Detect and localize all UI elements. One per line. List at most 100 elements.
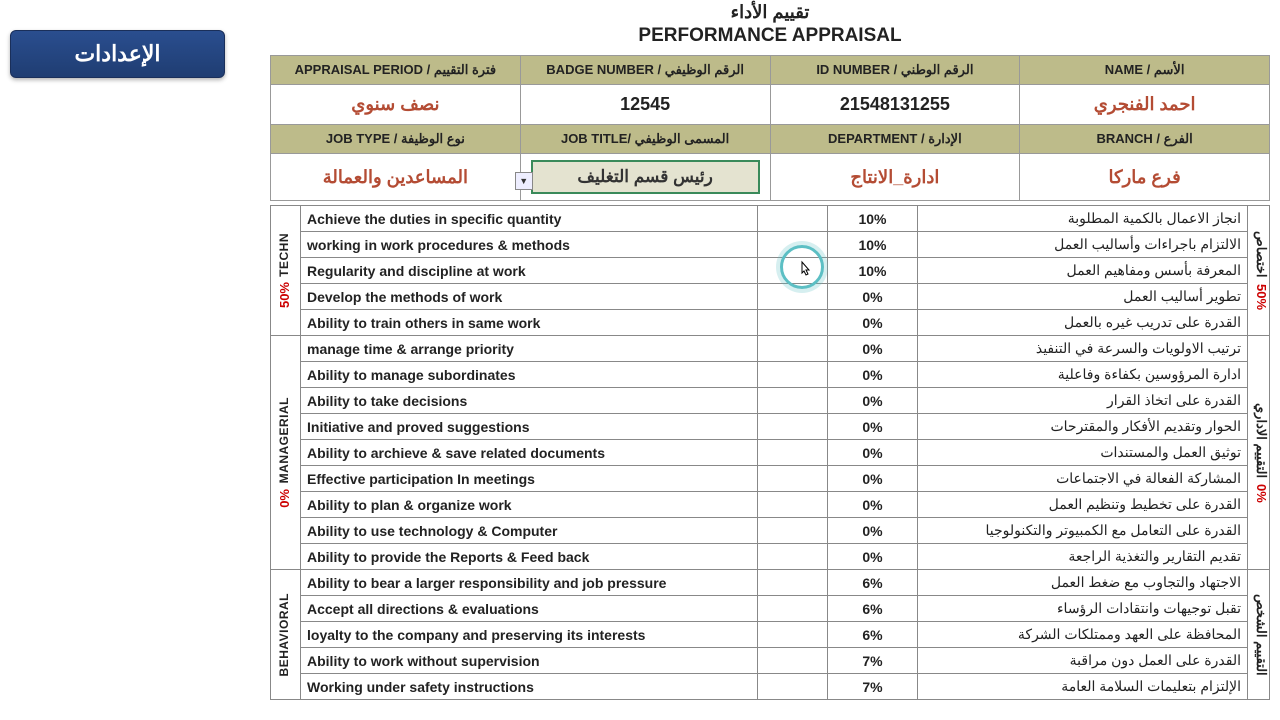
table-row: MANAGERIAL0%manage time & arrange priori… [271, 336, 1270, 362]
score-cell[interactable] [758, 466, 828, 492]
weight-cell: 10% [828, 258, 918, 284]
weight-cell: 0% [828, 284, 918, 310]
table-row: Ability to work without supervision7%الق… [271, 648, 1270, 674]
table-row: Effective participation In meetings 0%الم… [271, 466, 1270, 492]
name-value[interactable]: احمد الفنجري [1020, 85, 1270, 125]
score-cell[interactable] [758, 232, 828, 258]
criteria-en: Ability to use technology & Computer [301, 518, 758, 544]
weight-cell: 6% [828, 622, 918, 648]
criteria-en: Ability to take decisions [301, 388, 758, 414]
score-cell[interactable] [758, 206, 828, 232]
score-cell[interactable] [758, 596, 828, 622]
criteria-en: Achieve the duties in specific quantity [301, 206, 758, 232]
weight-cell: 0% [828, 362, 918, 388]
category-ar: التقييم الاداري0% [1248, 336, 1270, 570]
criteria-en: Initiative and proved suggestions [301, 414, 758, 440]
branch-label: BRANCH / الفرع [1020, 125, 1270, 154]
score-cell[interactable] [758, 258, 828, 284]
main-panel: تقييم الأداء PERFORMANCE APPRAISAL APPRA… [270, 0, 1270, 720]
table-row: Ability to provide the Reports & Feed ba… [271, 544, 1270, 570]
table-row: TECHN50%Achieve the duties in specific q… [271, 206, 1270, 232]
criteria-ar: تقديم التقارير والتغذية الراجعة [918, 544, 1248, 570]
criteria-ar: تقبل توجيهات وانتقادات الرؤساء [918, 596, 1248, 622]
criteria-en: Accept all directions & evaluations [301, 596, 758, 622]
criteria-ar: ادارة المرؤوسين بكفاءة وفاعلية [918, 362, 1248, 388]
score-cell[interactable] [758, 674, 828, 700]
table-row: Ability to manage subordinates 0%ادارة ال… [271, 362, 1270, 388]
appraisal-period-value[interactable]: نصف سنوي [271, 85, 521, 125]
name-label: NAME / الأسم [1020, 56, 1270, 85]
appraisal-period-label: APPRAISAL PERIOD / فترة التقييم [271, 56, 521, 85]
table-row: Regularity and discipline at work 10%المع… [271, 258, 1270, 284]
criteria-ar: المعرفة بأسس ومفاهيم العمل [918, 258, 1248, 284]
score-cell[interactable] [758, 414, 828, 440]
weight-cell: 0% [828, 466, 918, 492]
badge-value[interactable]: 12545 [520, 85, 770, 125]
jobtitle-label: JOB TITLE/ المسمى الوظيفي [520, 125, 770, 154]
criteria-ar: الحوار وتقديم الأفكار والمقترحات [918, 414, 1248, 440]
id-value[interactable]: 21548131255 [770, 85, 1020, 125]
weight-cell: 0% [828, 440, 918, 466]
weight-cell: 0% [828, 310, 918, 336]
criteria-en: loyalty to the company and preserving it… [301, 622, 758, 648]
score-cell[interactable] [758, 622, 828, 648]
header-table-1: APPRAISAL PERIOD / فترة التقييم BADGE NU… [270, 55, 1270, 201]
dept-label: DEPARTMENT / الإدارة [770, 125, 1020, 154]
criteria-ar: المحافظة على العهد وممتلكات الشركة [918, 622, 1248, 648]
score-cell[interactable] [758, 388, 828, 414]
criteria-en: Ability to train others in same work [301, 310, 758, 336]
weight-cell: 7% [828, 674, 918, 700]
weight-cell: 0% [828, 414, 918, 440]
chevron-down-icon[interactable]: ▼ [515, 172, 533, 190]
criteria-en: Ability to manage subordinates [301, 362, 758, 388]
table-row: Develop the methods of work 0%تطوير أسالي… [271, 284, 1270, 310]
table-row: Ability to plan & organize work0%القدرة … [271, 492, 1270, 518]
table-row: Initiative and proved suggestions 0%الحوا… [271, 414, 1270, 440]
category-ar: التقييم الشخص [1248, 570, 1270, 700]
settings-label: الإعدادات [74, 41, 160, 67]
dept-value[interactable]: ادارة_الانتاج [770, 154, 1020, 201]
criteria-en: Develop the methods of work [301, 284, 758, 310]
score-cell[interactable] [758, 544, 828, 570]
table-row: loyalty to the company and preserving it… [271, 622, 1270, 648]
criteria-ar: انجاز الاعمال بالكمية المطلوبة [918, 206, 1248, 232]
score-cell[interactable] [758, 518, 828, 544]
criteria-ar: القدرة على اتخاذ القرار [918, 388, 1248, 414]
score-cell[interactable] [758, 492, 828, 518]
score-cell[interactable] [758, 648, 828, 674]
category-ar: اختصاص50% [1248, 206, 1270, 336]
table-row: BEHAVIORALAbility to bear a larger respo… [271, 570, 1270, 596]
criteria-en: Ability to bear a larger responsibility … [301, 570, 758, 596]
branch-value[interactable]: فرع ماركا [1020, 154, 1270, 201]
score-cell[interactable] [758, 336, 828, 362]
table-row: Ability to use technology & Computer0%ال… [271, 518, 1270, 544]
jobtype-value[interactable]: المساعدين والعمالة [271, 154, 521, 201]
criteria-en: working in work procedures & methods [301, 232, 758, 258]
table-row: Ability to archieve & save related docum… [271, 440, 1270, 466]
criteria-ar: القدرة على العمل دون مراقبة [918, 648, 1248, 674]
criteria-ar: المشاركة الفعالة في الاجتماعات [918, 466, 1248, 492]
weight-cell: 0% [828, 336, 918, 362]
score-cell[interactable] [758, 284, 828, 310]
jobtitle-combo[interactable]: رئيس قسم التغليف ▼ [531, 160, 760, 194]
weight-cell: 0% [828, 388, 918, 414]
criteria-en: Ability to provide the Reports & Feed ba… [301, 544, 758, 570]
criteria-en: Working under safety instructions [301, 674, 758, 700]
table-row: Ability to take decisions 0%القدرة على ات… [271, 388, 1270, 414]
score-cell[interactable] [758, 362, 828, 388]
criteria-ar: القدرة على تخطيط وتنظيم العمل [918, 492, 1248, 518]
criteria-en: Regularity and discipline at work [301, 258, 758, 284]
criteria-ar: تطوير أساليب العمل [918, 284, 1248, 310]
criteria-table: TECHN50%Achieve the duties in specific q… [270, 205, 1270, 700]
weight-cell: 10% [828, 232, 918, 258]
criteria-en: Effective participation In meetings [301, 466, 758, 492]
title-english: PERFORMANCE APPRAISAL [270, 25, 1270, 47]
criteria-ar: القدرة على تدريب غيره بالعمل [918, 310, 1248, 336]
settings-button[interactable]: الإعدادات [10, 30, 225, 78]
id-label: ID NUMBER / الرقم الوطني [770, 56, 1020, 85]
table-row: working in work procedures & methods10%ا… [271, 232, 1270, 258]
criteria-en: Ability to archieve & save related docum… [301, 440, 758, 466]
score-cell[interactable] [758, 570, 828, 596]
score-cell[interactable] [758, 310, 828, 336]
score-cell[interactable] [758, 440, 828, 466]
